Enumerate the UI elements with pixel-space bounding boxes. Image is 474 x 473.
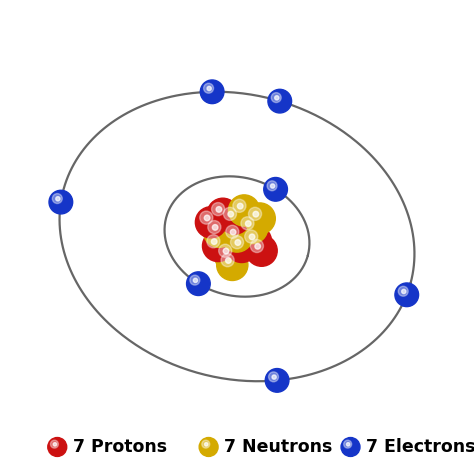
Circle shape bbox=[203, 216, 235, 247]
Circle shape bbox=[195, 207, 227, 238]
Circle shape bbox=[226, 225, 239, 238]
Circle shape bbox=[52, 193, 62, 203]
Circle shape bbox=[274, 96, 279, 100]
Circle shape bbox=[246, 235, 277, 266]
Circle shape bbox=[199, 438, 218, 456]
Circle shape bbox=[264, 177, 287, 201]
Circle shape bbox=[248, 207, 262, 220]
Circle shape bbox=[205, 443, 208, 446]
Circle shape bbox=[341, 438, 360, 456]
Circle shape bbox=[49, 190, 73, 214]
Circle shape bbox=[216, 207, 222, 212]
Circle shape bbox=[226, 231, 257, 263]
Circle shape bbox=[249, 234, 255, 240]
Circle shape bbox=[202, 230, 234, 262]
Circle shape bbox=[204, 83, 214, 93]
Circle shape bbox=[267, 181, 277, 191]
Circle shape bbox=[212, 225, 218, 230]
Circle shape bbox=[223, 207, 237, 220]
Circle shape bbox=[272, 375, 276, 379]
Circle shape bbox=[230, 229, 236, 235]
Circle shape bbox=[344, 440, 352, 448]
Circle shape bbox=[202, 440, 210, 448]
Circle shape bbox=[219, 244, 232, 257]
Circle shape bbox=[346, 443, 350, 446]
Circle shape bbox=[255, 244, 261, 249]
Circle shape bbox=[226, 258, 231, 263]
Circle shape bbox=[240, 226, 272, 257]
Circle shape bbox=[401, 289, 406, 294]
Circle shape bbox=[398, 286, 408, 296]
Circle shape bbox=[207, 235, 220, 248]
Circle shape bbox=[207, 198, 238, 229]
Text: 7 Electrons: 7 Electrons bbox=[366, 438, 474, 456]
Circle shape bbox=[230, 236, 244, 249]
Circle shape bbox=[190, 275, 200, 285]
Circle shape bbox=[265, 368, 289, 392]
Circle shape bbox=[193, 278, 198, 282]
Circle shape bbox=[204, 215, 210, 221]
Circle shape bbox=[268, 89, 292, 113]
Circle shape bbox=[223, 248, 229, 254]
Circle shape bbox=[253, 211, 259, 217]
Circle shape bbox=[233, 199, 246, 212]
Circle shape bbox=[211, 239, 217, 245]
Circle shape bbox=[221, 221, 253, 252]
Text: 7 Neutrons: 7 Neutrons bbox=[224, 438, 333, 456]
Circle shape bbox=[208, 220, 221, 234]
Circle shape bbox=[269, 372, 279, 382]
Circle shape bbox=[201, 80, 224, 104]
Circle shape bbox=[200, 211, 213, 224]
Circle shape bbox=[214, 240, 246, 271]
Circle shape bbox=[271, 93, 281, 103]
Circle shape bbox=[221, 254, 234, 267]
Circle shape bbox=[235, 240, 241, 245]
Circle shape bbox=[211, 202, 225, 216]
Circle shape bbox=[50, 440, 58, 448]
Circle shape bbox=[395, 283, 419, 307]
Circle shape bbox=[228, 211, 234, 217]
Circle shape bbox=[246, 221, 251, 227]
Circle shape bbox=[187, 272, 210, 296]
Circle shape bbox=[228, 195, 260, 226]
Circle shape bbox=[245, 230, 258, 243]
Circle shape bbox=[217, 249, 248, 280]
Circle shape bbox=[250, 239, 264, 253]
Circle shape bbox=[56, 197, 60, 201]
Circle shape bbox=[271, 184, 275, 188]
Circle shape bbox=[207, 87, 211, 91]
Circle shape bbox=[219, 203, 250, 234]
Circle shape bbox=[244, 203, 275, 234]
Text: 7 Protons: 7 Protons bbox=[73, 438, 167, 456]
Circle shape bbox=[53, 443, 56, 446]
Circle shape bbox=[237, 212, 268, 244]
Circle shape bbox=[48, 438, 67, 456]
Circle shape bbox=[237, 203, 243, 209]
Circle shape bbox=[241, 217, 254, 230]
